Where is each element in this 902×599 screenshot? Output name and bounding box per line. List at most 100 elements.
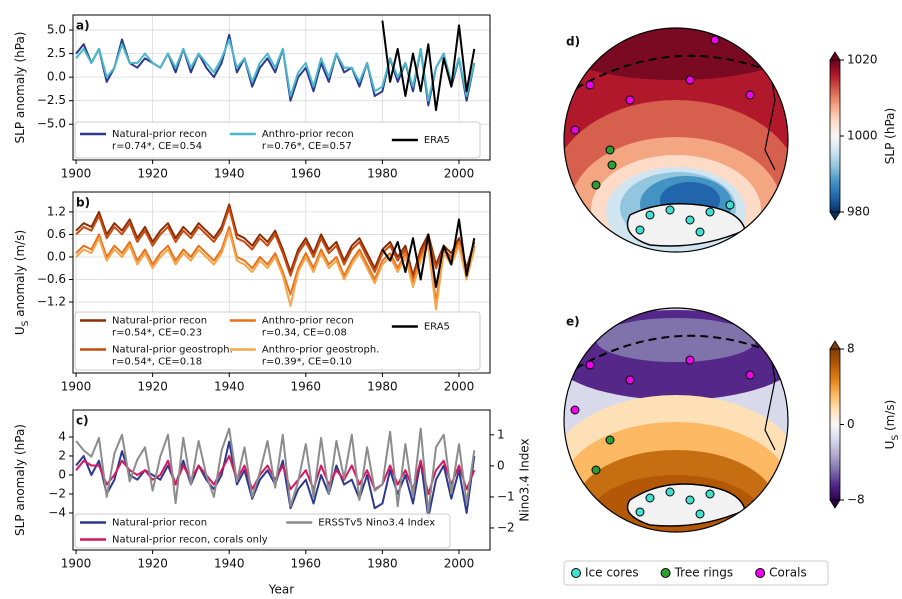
y-axis-label-part: SLP anomaly (hPa) xyxy=(13,424,27,536)
y-tick-label: 4 xyxy=(58,429,66,443)
legend-label: Natural-prior geostroph. xyxy=(112,345,233,356)
legend-label: Corals xyxy=(769,566,807,580)
y-axis-label-part: S xyxy=(21,320,31,326)
colorbar xyxy=(829,59,841,213)
legend-label: Anthro-prior recon xyxy=(262,316,354,327)
legend-box xyxy=(74,121,481,159)
x-tick-label: 1960 xyxy=(291,167,322,181)
colorbar-tick-label: 1020 xyxy=(847,53,878,67)
colorbar-extend xyxy=(829,211,841,221)
panel-label: d) xyxy=(566,35,580,49)
legend-box xyxy=(74,513,451,549)
y2-tick-label: −1 xyxy=(497,489,515,503)
y-tick-label: −2.5 xyxy=(37,93,66,107)
y-axis-label-part: anomaly (m/s) xyxy=(13,230,27,321)
colorbar-tick-label: 0 xyxy=(847,417,855,431)
legend-stats: r=0.74*, CE=0.54 xyxy=(112,141,202,152)
map-d xyxy=(564,28,788,252)
y-tick-label: 0.6 xyxy=(47,227,66,241)
colorbar-extend xyxy=(829,499,841,509)
y-axis-label-part: SLP anomaly (hPa) xyxy=(13,32,27,144)
y-tick-label: 0.0 xyxy=(47,249,66,263)
colorbar-label-part: (m/s) xyxy=(883,400,897,435)
x-tick-label: 1980 xyxy=(367,380,398,394)
y-tick-label: 1.2 xyxy=(47,204,66,218)
panel-label: e) xyxy=(566,315,580,329)
x-tick-label: 1980 xyxy=(367,167,398,181)
colorbar-tick-label: 8 xyxy=(847,342,855,356)
legend-box xyxy=(74,311,481,371)
legend-label: Natural-prior recon xyxy=(112,129,207,140)
panel-label: b) xyxy=(76,196,90,210)
y-axis-label: US anomaly (m/s) xyxy=(13,230,31,335)
series-line xyxy=(75,229,476,311)
legend-stats: r=0.34, CE=0.08 xyxy=(262,328,347,339)
x-tick-label: 1940 xyxy=(214,557,245,571)
series-line xyxy=(75,38,476,102)
x-tick-label: 1940 xyxy=(214,167,245,181)
x-tick-label: 1960 xyxy=(291,380,322,394)
y-tick-label: −1.2 xyxy=(37,295,66,309)
colorbar-tick-label: 980 xyxy=(847,205,870,219)
colorbar-extend xyxy=(829,340,841,350)
legend-label: ERA5 xyxy=(424,322,450,333)
x-axis-label: Year xyxy=(268,583,294,597)
series-line xyxy=(75,427,476,514)
legend-label: ERSSTv5 Nino3.4 Index xyxy=(318,518,435,529)
panel-label: a) xyxy=(76,19,90,33)
legend-label: Anthro-prior recon xyxy=(262,129,354,140)
colorbar-label-part: SLP (hPa) xyxy=(883,108,897,164)
map-border xyxy=(563,27,789,253)
y-axis-label: SLP anomaly (hPa) xyxy=(13,424,27,536)
legend-label: ERA5 xyxy=(424,135,450,146)
legend-marker xyxy=(755,568,766,578)
legend-marker xyxy=(571,568,581,578)
colorbar-label-part: S xyxy=(891,435,901,441)
colorbar-label: US (m/s) xyxy=(883,400,901,450)
y-axis-label-part: U xyxy=(13,326,27,335)
y-tick-label: 0 xyxy=(58,467,66,481)
colorbar xyxy=(829,348,841,501)
x-tick-label: 1920 xyxy=(137,167,168,181)
legend-label: Anthro-prior geostroph. xyxy=(262,345,380,356)
series-line xyxy=(381,218,476,288)
plot-frame xyxy=(72,14,491,161)
plot-frame xyxy=(72,191,491,374)
x-tick-label: 1960 xyxy=(291,557,322,571)
y-tick-label: 0.0 xyxy=(47,70,66,84)
y-axis-label: SLP anomaly (hPa) xyxy=(13,32,27,144)
y2-tick-label: −2 xyxy=(497,520,515,534)
series-line xyxy=(381,20,476,112)
colorbar-tick-label: 1000 xyxy=(847,129,878,143)
x-tick-label: 1920 xyxy=(137,557,168,571)
plot-frame xyxy=(72,409,491,551)
panel-label: c) xyxy=(76,414,89,428)
y2-tick-label: 0 xyxy=(497,458,505,472)
colorbar-label: SLP (hPa) xyxy=(883,108,897,164)
y-tick-label: −0.6 xyxy=(37,272,66,286)
colorbar-label-part: U xyxy=(883,441,897,450)
legend-label: Ice cores xyxy=(585,566,639,580)
x-tick-label: 2000 xyxy=(444,167,475,181)
legend-label: Natural-prior recon xyxy=(112,316,207,327)
map-e xyxy=(564,308,788,532)
legend-label: Natural-prior recon xyxy=(112,518,207,529)
series-line xyxy=(75,455,476,495)
legend-stats: r=0.54*, CE=0.23 xyxy=(112,328,202,339)
y-tick-label: 2.5 xyxy=(47,46,66,60)
legend-marker xyxy=(660,568,671,578)
series-line xyxy=(75,33,476,107)
x-tick-label: 2000 xyxy=(444,557,475,571)
legend-stats: r=0.76*, CE=0.57 xyxy=(262,141,352,152)
y-tick-label: 5.0 xyxy=(47,23,66,37)
map-border xyxy=(563,307,789,533)
y-tick-label: −5.0 xyxy=(37,117,66,131)
x-tick-label: 1980 xyxy=(367,557,398,571)
legend-stats: r=0.54*, CE=0.18 xyxy=(112,357,202,368)
x-tick-label: 1940 xyxy=(214,380,245,394)
x-tick-label: 2000 xyxy=(444,380,475,394)
legend-stats: r=0.39*, CE=0.10 xyxy=(262,357,352,368)
legend-label: Natural-prior recon, corals only xyxy=(112,535,268,546)
y-tick-label: 2 xyxy=(58,448,66,462)
x-tick-label: 1920 xyxy=(137,380,168,394)
